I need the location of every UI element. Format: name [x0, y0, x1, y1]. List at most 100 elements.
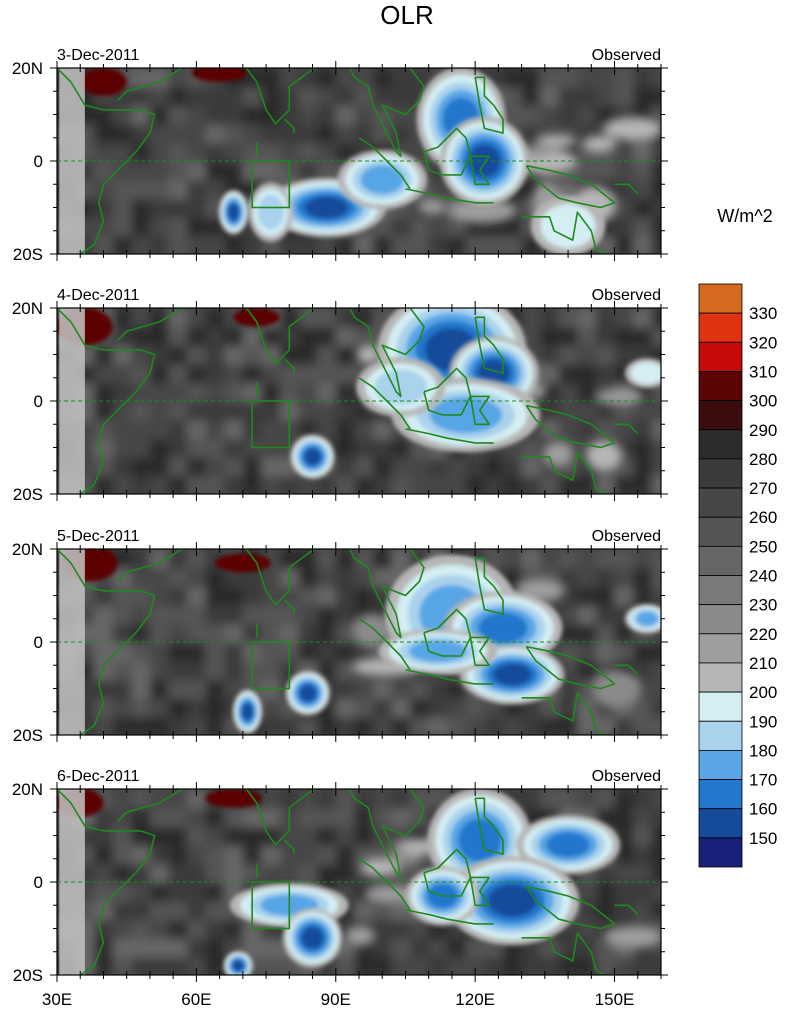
field-cell [651, 642, 661, 662]
field-cell [484, 716, 505, 735]
field-cell [187, 123, 207, 144]
coastlines [57, 789, 639, 975]
field-cell [354, 549, 374, 569]
field-cell [447, 937, 467, 958]
field-cell [261, 956, 282, 975]
coastline [469, 876, 490, 907]
colorbar-box [698, 633, 743, 664]
field-cell [651, 68, 661, 88]
colorbar-box [698, 371, 743, 402]
field-cell [131, 789, 151, 809]
core-contour [257, 194, 284, 230]
field-cell [633, 179, 653, 200]
field-cell [614, 308, 635, 328]
field-cell [205, 363, 226, 384]
field-cell [577, 363, 597, 384]
field-cell [595, 105, 616, 125]
field-cell [595, 326, 616, 347]
field-cell [317, 826, 337, 846]
coastline [405, 428, 494, 444]
field-cell [335, 826, 356, 846]
field-cell [577, 586, 597, 606]
core-contour [301, 926, 324, 949]
field-cell [131, 142, 151, 162]
field-cell [242, 326, 263, 347]
field-cell [410, 789, 430, 809]
field-cell [205, 826, 226, 846]
field-cell [391, 475, 412, 494]
field-cell [131, 179, 151, 200]
field-cell [280, 844, 300, 865]
field-cell [335, 419, 356, 440]
colorbar-box [698, 779, 743, 810]
y-tick-label: 0 [34, 633, 43, 652]
field-cell [261, 567, 282, 588]
field-pale-zone [417, 199, 447, 215]
field-pale-zone [586, 439, 623, 471]
field-cell [149, 826, 170, 846]
field-cell [149, 919, 170, 939]
field-cell [149, 179, 170, 200]
field-cell [317, 807, 337, 828]
field-cell [651, 697, 661, 718]
field-cell [205, 142, 226, 162]
field-cell [224, 105, 244, 125]
field-cell [187, 475, 207, 494]
field-cell [633, 900, 653, 921]
field-cell [335, 956, 356, 975]
colorbar-label: 180 [749, 741, 777, 760]
field-cell [131, 105, 151, 125]
field-cell [317, 382, 337, 402]
field-cell [651, 235, 661, 254]
field-cell [651, 660, 661, 681]
colorbar-label: 170 [749, 771, 777, 790]
colorbar-box [698, 312, 743, 343]
coastline [116, 549, 183, 583]
field-cell [298, 604, 319, 625]
field-cell [614, 844, 635, 865]
field-cell [187, 142, 207, 162]
field-cell [335, 456, 356, 477]
field-cell [149, 198, 170, 218]
core-contour [242, 703, 253, 720]
field-cell [224, 86, 244, 107]
convective-core [624, 358, 661, 388]
field-cell [633, 438, 653, 458]
field-cell [94, 937, 114, 958]
field-cell [558, 345, 579, 365]
field-cell [633, 308, 653, 328]
field-cell [335, 68, 356, 88]
field-cell [335, 604, 356, 625]
colorbar-label: 220 [749, 625, 777, 644]
field-cell [149, 86, 170, 107]
coastline [474, 797, 504, 855]
field-cell [242, 382, 263, 402]
field-cell [187, 919, 207, 939]
field-cell [224, 863, 244, 883]
field-cell [428, 475, 449, 494]
field-cell [261, 807, 282, 828]
field-cell [205, 679, 226, 699]
field-cell [205, 456, 226, 477]
field-cell [112, 716, 133, 735]
field-cell [149, 216, 170, 237]
field-cell [187, 900, 207, 921]
field-cell [242, 863, 263, 883]
field-cell [131, 456, 151, 477]
field-cell [242, 826, 263, 846]
coastline [405, 188, 494, 204]
colorbar-box [698, 604, 743, 635]
field-cell [614, 419, 635, 440]
field-cell [633, 789, 653, 809]
field-cell [242, 345, 263, 365]
field-cell [261, 660, 282, 681]
coastline [284, 118, 295, 134]
core-contour [228, 204, 239, 221]
field-cell [521, 123, 542, 144]
y-tick-label: 20S [13, 485, 43, 504]
field-cell [651, 919, 661, 939]
field-cell [187, 937, 207, 958]
field-cell [205, 326, 226, 347]
field-cell [614, 623, 635, 643]
field-cell [224, 586, 244, 606]
